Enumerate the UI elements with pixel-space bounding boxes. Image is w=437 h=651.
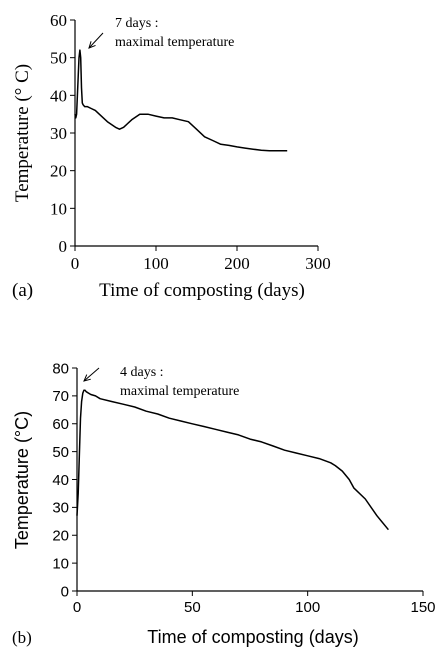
x-tick-label-b: 150 — [410, 599, 435, 616]
annotation-arrow-b — [83, 367, 100, 382]
series-line-b — [76, 389, 389, 531]
x-tick-label-a: 300 — [305, 254, 331, 273]
y-tick-label-b: 10 — [52, 555, 69, 572]
x-tick-label-a: 200 — [224, 254, 250, 273]
y-tick-label-b: 0 — [61, 583, 69, 600]
y-tick-label-b: 70 — [52, 388, 69, 405]
y-axis-label-a: Temperature (° C) — [12, 64, 33, 202]
x-axis-label-b: Time of composting (days) — [147, 627, 358, 647]
annotation-text-b: maximal temperature — [120, 384, 239, 399]
x-tick-label-a: 100 — [143, 254, 169, 273]
annotation-text-b: 4 days : — [120, 365, 164, 380]
chart-panel-b: 0 10 20 30 40 50 60 70 80 0 50 100 150 Time of compos… — [12, 360, 436, 647]
annotation-arrowhead-b — [83, 374, 91, 382]
annotation-arrowhead-a — [88, 41, 96, 49]
y-tick-label-b: 40 — [52, 472, 69, 489]
annotation-arrow-a — [88, 32, 104, 49]
y-tick-label-b: 60 — [52, 416, 69, 433]
annotation-text-a: 7 days : — [115, 16, 159, 31]
y-tick-label-b: 20 — [52, 528, 69, 545]
y-axis-label-b: Temperature (°C) — [12, 411, 32, 549]
x-tick-label-b: 50 — [184, 599, 201, 616]
panel-label-a: (a) — [12, 280, 33, 301]
y-tick-label-a: 40 — [50, 86, 67, 105]
annotation-text-a: maximal temperature — [115, 35, 234, 50]
y-tick-label-b: 30 — [52, 500, 69, 517]
y-tick-label-a: 20 — [50, 162, 67, 181]
y-tick-label-b: 50 — [52, 444, 69, 461]
y-tick-label-a: 50 — [50, 49, 67, 68]
y-tick-label-b: 80 — [52, 360, 69, 377]
series-line-a — [74, 49, 288, 152]
y-tick-label-a: 60 — [50, 11, 67, 30]
y-tick-label-a: 30 — [50, 124, 67, 143]
x-tick-label-a: 0 — [71, 254, 80, 273]
y-tick-label-a: 0 — [59, 237, 68, 256]
y-tick-label-a: 10 — [50, 199, 67, 218]
x-tick-label-b: 100 — [295, 599, 320, 616]
panel-label-b: (b) — [12, 628, 32, 647]
x-tick-label-b: 0 — [73, 599, 81, 616]
x-axis-label-a: Time of composting (days) — [99, 280, 305, 301]
